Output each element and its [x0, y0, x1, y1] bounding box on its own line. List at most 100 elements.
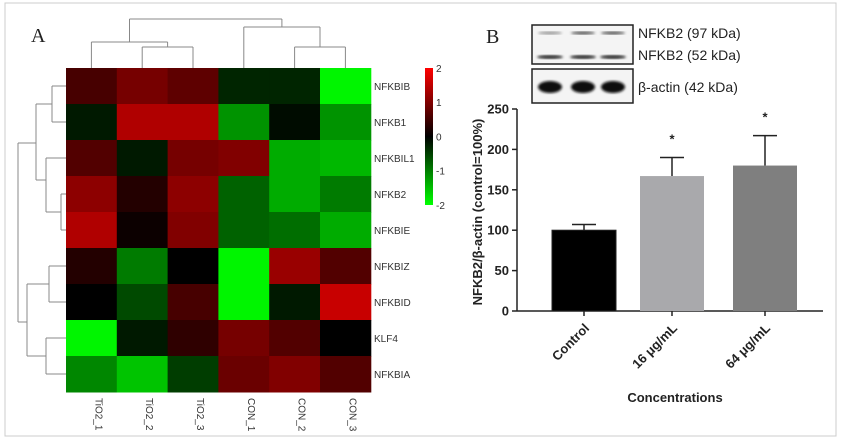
- heatmap-cell: [269, 284, 321, 321]
- heatmap-cell: [218, 212, 270, 249]
- heatmap-cell: [218, 284, 270, 321]
- heatmap-cell: [66, 284, 118, 321]
- heatmap-cell: [116, 248, 169, 285]
- heatmap: NFKBIB NFKB1 NFKBIL1 NFKB2 NFKBIE NFKBIZ NFKBI…: [66, 68, 415, 432]
- y-tick-label: 200: [487, 142, 509, 157]
- heatmap-cell: [269, 320, 321, 357]
- heatmap-cell: [167, 212, 219, 249]
- panel-label-a: A: [31, 25, 46, 47]
- heatmap-cell: [167, 284, 219, 321]
- heatmap-cell: [66, 248, 118, 285]
- blot-label: NFKB2 (97 kDa): [638, 25, 741, 41]
- colorbar-tick: 1: [436, 98, 442, 109]
- heatmap-cell: [218, 248, 270, 285]
- y-axis-title: NFKB2/β-actin (control=100%): [470, 119, 485, 306]
- heatmap-cell: [167, 320, 219, 357]
- column-label: TiO2_2: [143, 398, 154, 431]
- blot-band: [570, 55, 596, 59]
- heatmap-cell: [66, 356, 118, 393]
- bar: [551, 229, 617, 312]
- row-label: NFKBIL1: [374, 154, 415, 165]
- row-label: NFKB1: [374, 118, 407, 129]
- heatmap-cell: [269, 104, 321, 141]
- heatmap-cell: [218, 320, 270, 357]
- row-label: NFKBIB: [374, 82, 410, 93]
- heatmap-cell: [320, 104, 372, 141]
- significance-marker: *: [762, 110, 768, 125]
- heatmap-cell: [66, 176, 118, 213]
- column-label: CON_1: [245, 398, 256, 432]
- column-label: CON_3: [346, 398, 357, 432]
- heatmap-cell: [116, 140, 169, 177]
- heatmap-cell: [66, 68, 118, 105]
- heatmap-cell: [320, 140, 372, 177]
- heatmap-cell: [167, 140, 219, 177]
- y-tick-label: 250: [487, 102, 509, 117]
- blot-band: [601, 81, 625, 93]
- blot-label: NFKB2 (52 kDa): [638, 47, 741, 63]
- heatmap-cell: [269, 356, 321, 393]
- western-blot: NFKB2 (97 kDa) NFKB2 (52 kDa) β-actin (42 …: [531, 24, 741, 104]
- blot-band: [538, 81, 562, 93]
- heatmap-cell: [167, 176, 219, 213]
- column-label: TiO2_3: [194, 398, 205, 431]
- row-label: NFKBID: [374, 298, 411, 309]
- colorbar-gradient: [425, 68, 433, 205]
- heatmap-cell: [269, 248, 321, 285]
- heatmap-cell: [218, 104, 270, 141]
- heatmap-cell: [218, 356, 270, 393]
- heatmap-cell: [66, 104, 118, 141]
- column-label: CON_2: [296, 398, 307, 432]
- row-label: NFKBIZ: [374, 262, 410, 273]
- heatmap-cell: [320, 356, 372, 393]
- heatmap-cell: [218, 68, 270, 105]
- heatmap-cell: [269, 140, 321, 177]
- significance-marker: *: [669, 131, 675, 146]
- colorbar-tick: -2: [436, 201, 445, 212]
- heatmap-cell: [320, 176, 372, 213]
- colorbar-tick: 0: [436, 132, 442, 143]
- colorbar-tick: -1: [436, 167, 445, 178]
- heatmap-cell: [116, 104, 169, 141]
- heatmap-cell: [66, 212, 118, 249]
- heatmap-cell: [116, 176, 169, 213]
- heatmap-cell: [320, 320, 372, 357]
- bar: [640, 176, 704, 311]
- heatmap-cell: [320, 284, 372, 321]
- blot-label: β-actin (42 kDa): [638, 79, 738, 95]
- heatmap-cell: [116, 68, 169, 105]
- panel-label-b: B: [486, 26, 499, 48]
- y-tick-label: 100: [487, 223, 509, 238]
- y-tick-label: 0: [502, 304, 509, 319]
- heatmap-cell: [320, 68, 372, 105]
- heatmap-cell: [66, 320, 118, 357]
- heatmap-cell: [269, 212, 321, 249]
- colorbar-tick: 2: [436, 64, 442, 75]
- blot-band: [571, 81, 595, 93]
- heatmap-cell: [218, 176, 270, 213]
- row-label: KLF4: [374, 334, 398, 345]
- heatmap-cell: [218, 140, 270, 177]
- heatmap-cell: [167, 104, 219, 141]
- heatmap-cell: [116, 320, 169, 357]
- heatmap-cell: [320, 212, 372, 249]
- heatmap-cell: [269, 176, 321, 213]
- row-label: NFKB2: [374, 190, 407, 201]
- blot-band: [571, 31, 595, 35]
- heatmap-cell: [66, 140, 118, 177]
- heatmap-cell: [116, 212, 169, 249]
- blot-band: [600, 55, 626, 59]
- blot-band: [538, 31, 562, 35]
- y-tick-label: 50: [495, 263, 509, 278]
- heatmap-cell: [320, 248, 372, 285]
- heatmap-cell: [269, 68, 321, 105]
- column-label: TiO2_1: [92, 398, 103, 431]
- x-axis-title: Concentrations: [627, 390, 722, 405]
- heatmap-cell: [167, 68, 219, 105]
- heatmap-cell: [167, 356, 219, 393]
- colorbar: 2 1 0 -1 -2: [425, 64, 445, 212]
- row-label: NFKBIE: [374, 226, 410, 237]
- bar: [733, 165, 797, 311]
- blot-band: [537, 55, 563, 59]
